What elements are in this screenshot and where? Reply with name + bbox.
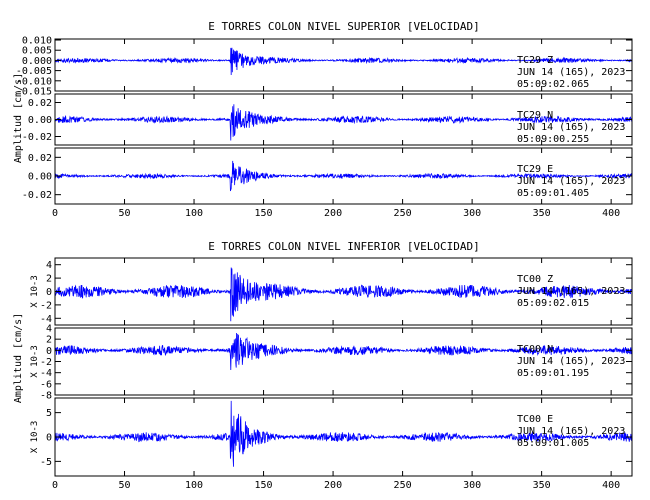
x-tick-label: 250 bbox=[394, 208, 412, 219]
y-tick-label: -2 bbox=[40, 357, 52, 368]
y-tick-label: 0.02 bbox=[28, 98, 52, 109]
station-component-label: TC29 Z bbox=[517, 55, 553, 66]
x-tick-label: 100 bbox=[185, 208, 203, 219]
x-tick-label: 0 bbox=[52, 208, 58, 219]
y-tick-label: -0.015 bbox=[16, 87, 52, 98]
top-chart-title: E TORRES COLON NIVEL SUPERIOR [VELOCIDAD… bbox=[208, 20, 480, 33]
y-tick-label: -0.010 bbox=[16, 76, 52, 87]
y-tick-label: -6 bbox=[40, 379, 52, 390]
y-tick-label: -0.02 bbox=[22, 132, 52, 143]
x-tick-label: 350 bbox=[533, 480, 551, 491]
bottom-chart-title: E TORRES COLON NIVEL INFERIOR [VELOCIDAD… bbox=[208, 240, 480, 253]
waveform-line bbox=[54, 267, 633, 322]
scale-factor-label: X 10-3 bbox=[30, 421, 40, 454]
station-component-label: TC29 E bbox=[517, 164, 553, 175]
x-tick-label: 200 bbox=[324, 480, 342, 491]
y-tick-label: 0 bbox=[46, 433, 52, 444]
date-label: JUN 14 (165), 2023 bbox=[517, 356, 625, 367]
waveform-line bbox=[54, 400, 633, 467]
date-label: JUN 14 (165), 2023 bbox=[517, 67, 625, 78]
waveform-line bbox=[54, 332, 633, 371]
waveform-line bbox=[54, 47, 633, 75]
y-tick-label: 0.00 bbox=[28, 115, 52, 126]
y-tick-label: 0.00 bbox=[28, 172, 52, 183]
time-label: 05:09:01.405 bbox=[517, 188, 589, 199]
y-tick-label: 4 bbox=[46, 324, 52, 335]
date-label: JUN 14 (165), 2023 bbox=[517, 426, 625, 437]
y-tick-label: 2 bbox=[46, 335, 52, 346]
scale-factor-label: X 10-3 bbox=[30, 275, 40, 308]
waveform-line bbox=[54, 104, 633, 141]
date-label: JUN 14 (165), 2023 bbox=[517, 122, 625, 133]
station-component-label: TC00 E bbox=[517, 414, 553, 425]
time-label: 05:09:00.255 bbox=[517, 134, 589, 145]
x-tick-label: 50 bbox=[118, 208, 130, 219]
date-label: JUN 14 (165), 2023 bbox=[517, 176, 625, 187]
y-tick-label: 0.000 bbox=[22, 56, 52, 67]
time-label: 05:09:01.195 bbox=[517, 368, 589, 379]
y-tick-label: 0 bbox=[46, 346, 52, 357]
y-tick-label: 4 bbox=[46, 260, 52, 271]
station-component-label: TC00 Z bbox=[517, 274, 553, 285]
x-tick-label: 150 bbox=[255, 208, 273, 219]
scale-factor-label: X 10-3 bbox=[30, 345, 40, 378]
y-tick-label: 0.010 bbox=[22, 36, 52, 47]
date-label: JUN 14 (165), 2023 bbox=[517, 286, 625, 297]
y-tick-label: -0.005 bbox=[16, 66, 52, 77]
top-chart-ylabel: Amplitud [cm/s] bbox=[13, 73, 24, 163]
y-tick-label: 2 bbox=[46, 274, 52, 285]
y-tick-label: 0.02 bbox=[28, 153, 52, 164]
bottom-chart-ylabel: Amplitud [cm/s] bbox=[13, 313, 24, 403]
y-tick-label: -0.02 bbox=[22, 190, 52, 201]
station-component-label: TC29 N bbox=[517, 110, 553, 121]
y-tick-label: -4 bbox=[40, 314, 52, 325]
time-label: 05:09:02.065 bbox=[517, 79, 589, 90]
x-tick-label: 350 bbox=[533, 208, 551, 219]
x-tick-label: 400 bbox=[602, 208, 620, 219]
y-tick-label: 5 bbox=[46, 408, 52, 419]
x-tick-label: 100 bbox=[185, 480, 203, 491]
x-tick-label: 250 bbox=[394, 480, 412, 491]
x-tick-label: 400 bbox=[602, 480, 620, 491]
y-tick-label: 0.005 bbox=[22, 46, 52, 57]
x-tick-label: 200 bbox=[324, 208, 342, 219]
x-tick-label: 300 bbox=[463, 480, 481, 491]
time-label: 05:09:02.015 bbox=[517, 298, 589, 309]
y-tick-label: 0 bbox=[46, 287, 52, 298]
waveform-line bbox=[54, 160, 633, 192]
y-tick-label: -4 bbox=[40, 368, 52, 379]
x-tick-label: 0 bbox=[52, 480, 58, 491]
time-label: 05:09:01.005 bbox=[517, 438, 589, 449]
y-tick-label: -5 bbox=[40, 457, 52, 468]
trace-panel-tc29-e: 0.02 0.00 -0.020 50 100 150 200 250 300 350 400 TC2… bbox=[22, 147, 633, 219]
x-tick-label: 50 bbox=[118, 480, 130, 491]
x-tick-label: 300 bbox=[463, 208, 481, 219]
y-tick-label: -2 bbox=[40, 300, 52, 311]
x-tick-label: 150 bbox=[255, 480, 273, 491]
y-tick-label: -8 bbox=[40, 391, 52, 402]
panel-frame bbox=[54, 38, 633, 92]
station-component-label: TC00 N bbox=[517, 344, 553, 355]
